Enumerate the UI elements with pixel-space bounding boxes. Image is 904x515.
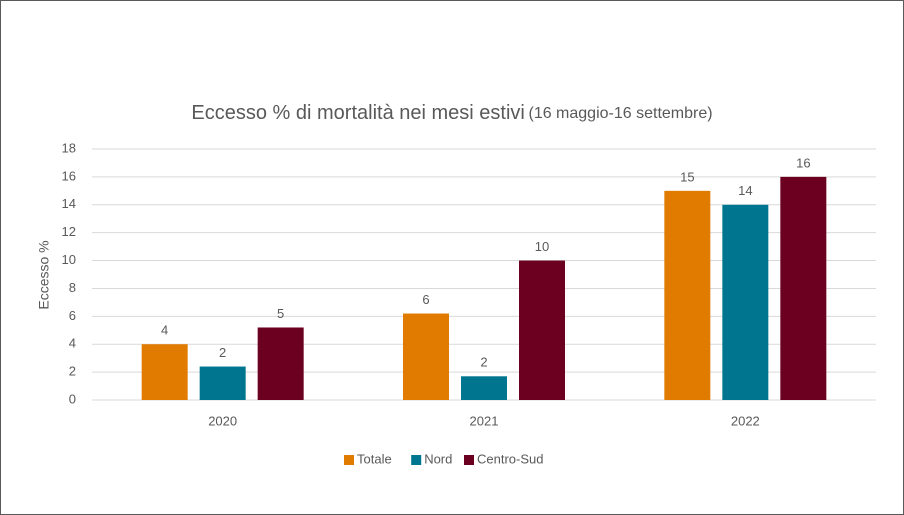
data-label: 10 (535, 239, 549, 254)
title: Eccesso % di mortalità nei mesi estivi (191, 102, 524, 124)
data-label: 14 (738, 183, 752, 198)
x-tick-label: 2022 (731, 413, 760, 428)
legend-label: Centro-Sud (477, 451, 543, 466)
data-label: 6 (422, 292, 429, 307)
legend-swatch (411, 455, 422, 465)
legend-label: Totale (357, 451, 392, 466)
y-tick-label: 18 (62, 140, 76, 155)
legend-label: Nord (424, 451, 452, 466)
bar (519, 260, 565, 400)
chart-title: Eccesso % di mortalità nei mesi estivi (… (191, 102, 712, 124)
data-label: 15 (680, 169, 694, 184)
bar (722, 204, 769, 400)
data-label: 5 (277, 306, 284, 321)
data-label: 2 (219, 345, 226, 360)
y-tick-label: 6 (69, 308, 76, 323)
bar (199, 366, 246, 400)
y-axis-label: Eccesso % (36, 240, 52, 309)
subtitle: (16 maggio-16 settembre) (528, 105, 712, 122)
data-label: 4 (161, 323, 168, 338)
bar (257, 327, 304, 400)
x-tick-label: 2020 (208, 413, 237, 428)
legend-swatch (464, 455, 474, 465)
x-tick-label: 2021 (470, 413, 499, 428)
bar (780, 176, 827, 400)
data-label: 16 (796, 155, 810, 170)
y-tick-label: 12 (62, 224, 76, 239)
y-tick-label: 16 (62, 168, 76, 183)
y-tick-label: 0 (69, 391, 76, 406)
bar (141, 344, 188, 400)
bar (461, 376, 507, 400)
data-label: 2 (480, 355, 487, 370)
y-tick-label: 10 (62, 252, 76, 267)
y-tick-label: 4 (69, 336, 76, 351)
bar (664, 190, 711, 400)
y-tick-label: 14 (62, 196, 76, 211)
bar (403, 313, 449, 400)
legend-swatch (344, 455, 354, 465)
y-tick-label: 8 (69, 280, 76, 295)
y-tick-label: 2 (69, 364, 76, 379)
